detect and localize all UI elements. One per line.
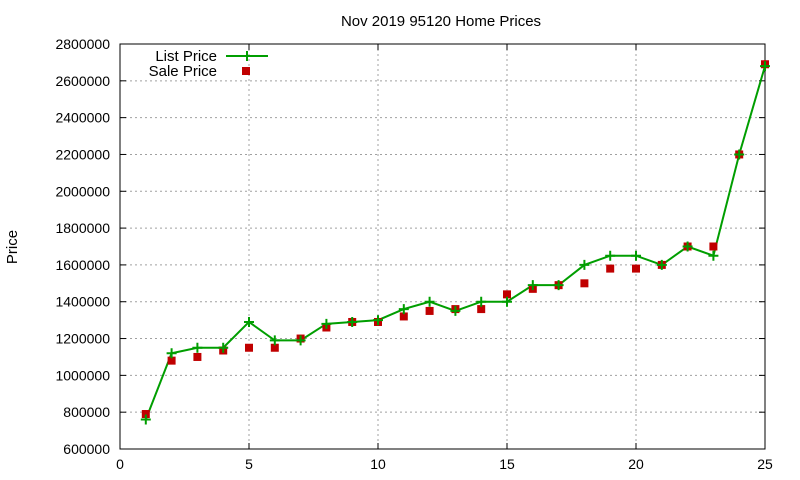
legend-marker-sale-price	[242, 67, 250, 75]
point-list-price	[140, 414, 151, 425]
chart-title: Nov 2019 95120 Home Prices	[341, 13, 541, 30]
point-list-price	[192, 342, 203, 353]
y-tick-label: 1400000	[55, 294, 110, 310]
x-axis-ticks: 0 5 10 15 20 25	[116, 44, 773, 472]
point-list-price	[295, 335, 306, 346]
point-list-price	[321, 318, 332, 329]
point-sale-price	[245, 343, 253, 352]
y-tick-label: 2000000	[55, 183, 110, 199]
point-sale-price	[503, 290, 511, 299]
point-list-price	[502, 296, 512, 307]
y-axis-label: Price	[4, 230, 21, 264]
y-tick-label: 2400000	[55, 110, 110, 126]
y-tick-label: 2800000	[55, 36, 110, 52]
series-line-list-price	[144, 65, 766, 420]
point-sale-price	[167, 356, 176, 365]
y-tick-label: 1200000	[55, 331, 110, 347]
y-tick-label: 1000000	[55, 367, 110, 383]
point-sale-price	[141, 410, 150, 419]
point-list-price	[682, 241, 693, 252]
y-tick-label: 2600000	[55, 73, 110, 89]
point-list-price	[734, 149, 745, 160]
x-tick-label: 0	[116, 456, 124, 472]
x-tick-label: 15	[499, 456, 515, 472]
legend-label-list-price: List Price	[155, 48, 217, 65]
point-list-price	[708, 250, 719, 261]
point-sale-price	[477, 305, 486, 314]
point-list-price	[631, 250, 641, 261]
point-sale-price	[606, 264, 615, 273]
point-list-price	[760, 61, 770, 72]
point-list-price	[269, 335, 280, 346]
y-tick-label: 600000	[63, 441, 110, 457]
point-sale-price	[193, 352, 202, 361]
series	[140, 60, 770, 425]
point-list-price	[450, 305, 461, 316]
point-list-price	[218, 342, 229, 353]
point-list-price	[553, 280, 564, 291]
y-tick-label: 1800000	[55, 220, 110, 236]
point-sale-price	[709, 242, 718, 251]
point-sale-price	[270, 343, 279, 352]
point-list-price	[605, 250, 616, 261]
point-list-price	[579, 259, 590, 270]
point-list-price	[656, 259, 667, 270]
point-list-price	[424, 296, 435, 307]
plot-frame	[119, 43, 766, 450]
point-list-price	[166, 348, 177, 359]
legend-label-sale-price: Sale Price	[149, 63, 217, 80]
y-tick-label: 2200000	[55, 146, 110, 162]
point-sale-price	[632, 264, 640, 273]
point-list-price	[527, 280, 538, 291]
point-list-price	[347, 316, 358, 327]
point-list-price	[373, 315, 383, 326]
x-tick-label: 5	[245, 456, 253, 472]
legend-marker-list-price	[242, 51, 252, 61]
point-list-price	[244, 316, 254, 327]
point-sale-price	[425, 306, 434, 315]
y-tick-label: 1600000	[55, 257, 110, 273]
point-sale-price	[580, 279, 589, 288]
x-tick-label: 25	[757, 456, 773, 472]
point-list-price	[398, 304, 409, 315]
legend: List Price Sale Price	[149, 48, 268, 80]
x-tick-label: 20	[628, 456, 644, 472]
grid	[120, 44, 765, 449]
x-tick-label: 10	[370, 456, 386, 472]
point-sale-price	[399, 312, 408, 321]
y-tick-label: 800000	[63, 404, 110, 420]
point-list-price	[476, 296, 487, 307]
y-axis-ticks: 600000 800000 1000000 1200000 1400000 1600000…	[55, 36, 765, 457]
